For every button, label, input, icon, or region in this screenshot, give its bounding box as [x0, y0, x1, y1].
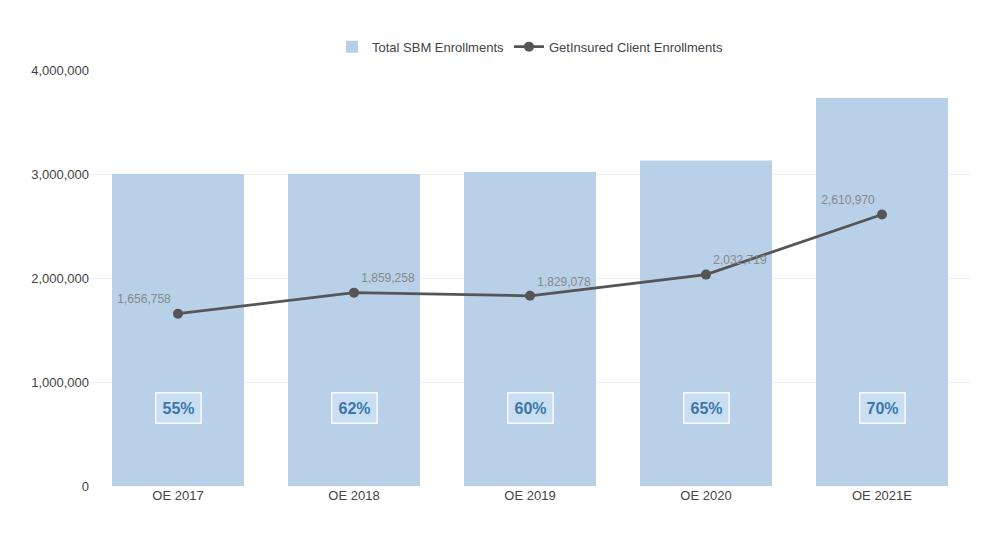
svg-text:OE 2020: OE 2020 — [680, 488, 731, 503]
svg-text:2,032,719: 2,032,719 — [713, 253, 767, 267]
svg-text:1,859,258: 1,859,258 — [361, 271, 415, 285]
svg-text:4,000,000: 4,000,000 — [31, 63, 89, 78]
svg-text:OE 2018: OE 2018 — [328, 488, 379, 503]
svg-text:OE 2021E: OE 2021E — [852, 488, 912, 503]
svg-text:3,000,000: 3,000,000 — [31, 167, 89, 182]
svg-text:GetInsured Client Enrollments: GetInsured Client Enrollments — [549, 40, 723, 55]
svg-text:Total SBM Enrollments: Total SBM Enrollments — [372, 40, 504, 55]
svg-text:0: 0 — [82, 479, 89, 494]
svg-text:70%: 70% — [867, 400, 899, 417]
svg-text:2,000,000: 2,000,000 — [31, 271, 89, 286]
svg-text:1,656,758: 1,656,758 — [117, 292, 171, 306]
svg-text:1,829,078: 1,829,078 — [537, 275, 591, 289]
svg-text:1,000,000: 1,000,000 — [31, 375, 89, 390]
svg-text:2,610,970: 2,610,970 — [821, 193, 875, 207]
svg-text:60%: 60% — [515, 400, 547, 417]
svg-text:62%: 62% — [339, 400, 371, 417]
svg-text:OE 2017: OE 2017 — [152, 488, 203, 503]
svg-text:55%: 55% — [163, 400, 195, 417]
svg-text:OE 2019: OE 2019 — [504, 488, 555, 503]
svg-text:65%: 65% — [691, 400, 723, 417]
